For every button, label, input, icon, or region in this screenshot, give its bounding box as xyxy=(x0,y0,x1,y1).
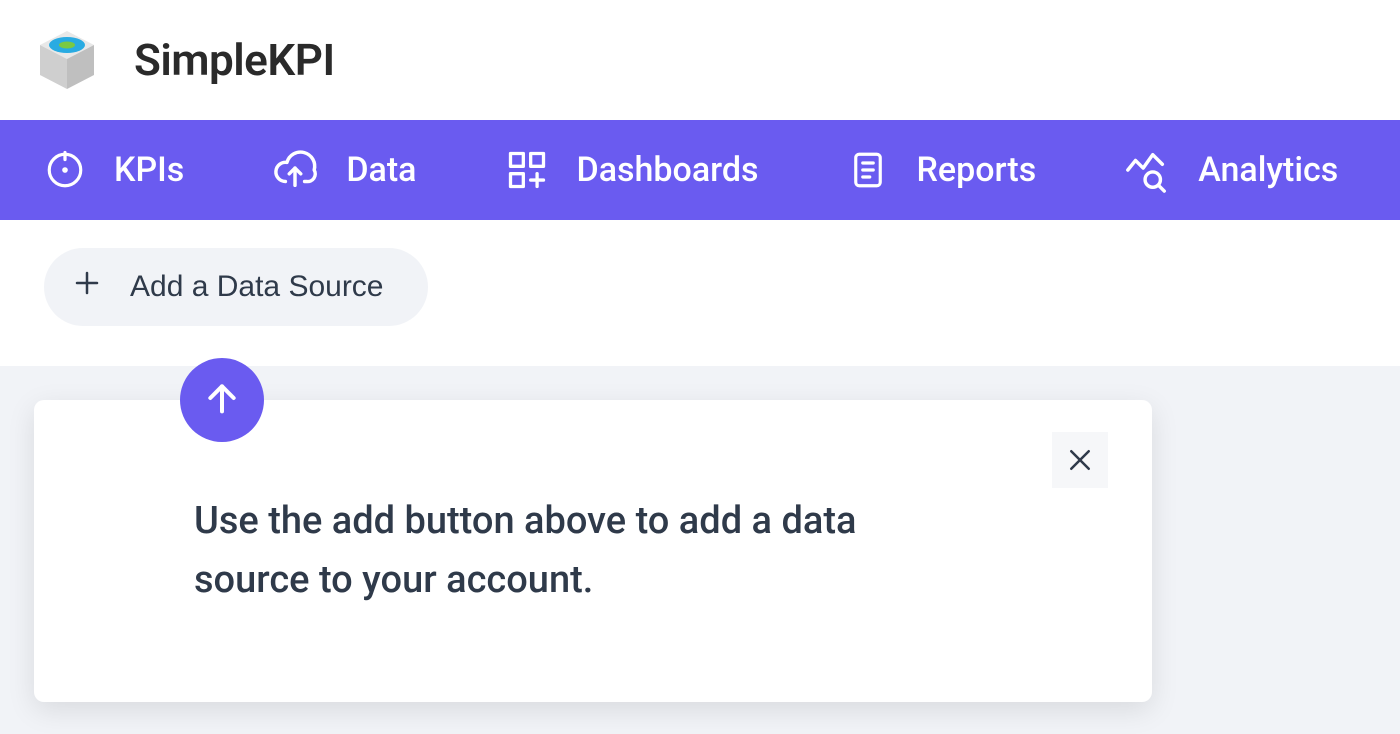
nav-item-analytics[interactable]: Analytics xyxy=(1124,147,1338,193)
analytics-search-icon xyxy=(1124,147,1170,193)
app-header: SimpleKPI xyxy=(0,0,1400,120)
add-data-source-button[interactable]: Add a Data Source xyxy=(44,248,428,326)
info-card: Use the add button above to add a data s… xyxy=(34,400,1152,702)
arrow-up-icon xyxy=(202,378,242,422)
nav-item-label: Reports xyxy=(917,150,1037,190)
grid-add-icon xyxy=(505,148,549,192)
nav-item-kpis[interactable]: KPIs xyxy=(44,149,184,191)
close-icon xyxy=(1065,445,1095,475)
document-icon xyxy=(847,149,889,191)
sub-toolbar: Add a Data Source xyxy=(0,220,1400,366)
close-button[interactable] xyxy=(1052,432,1108,488)
plus-icon xyxy=(72,268,102,306)
add-data-source-label: Add a Data Source xyxy=(130,270,384,304)
app-title: SimpleKPI xyxy=(134,34,335,86)
content-canvas: Use the add button above to add a data s… xyxy=(0,366,1400,734)
cloud-upload-icon xyxy=(272,147,318,193)
main-nav: KPIs Data Dashboards Reports Analytics xyxy=(0,120,1400,220)
up-arrow-badge xyxy=(180,358,264,442)
nav-item-dashboards[interactable]: Dashboards xyxy=(505,148,759,192)
nav-item-data[interactable]: Data xyxy=(272,147,416,193)
app-logo xyxy=(32,25,102,95)
nav-item-label: Dashboards xyxy=(577,150,759,190)
nav-item-label: KPIs xyxy=(114,150,184,190)
nav-item-label: Data xyxy=(346,150,416,190)
target-icon xyxy=(44,149,86,191)
info-card-message: Use the add button above to add a data s… xyxy=(194,492,974,610)
nav-item-reports[interactable]: Reports xyxy=(847,149,1037,191)
nav-item-label: Analytics xyxy=(1198,150,1338,190)
